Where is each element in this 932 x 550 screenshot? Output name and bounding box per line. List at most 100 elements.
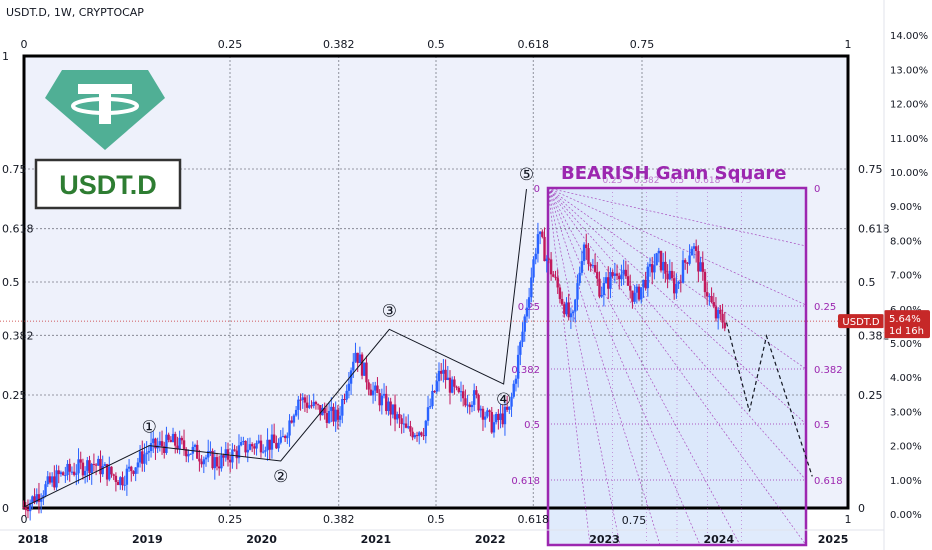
candle-body [68, 463, 71, 472]
candle-body [57, 470, 60, 475]
candle-body [503, 406, 507, 425]
outer-right-level-label: 0 [858, 502, 865, 515]
price-axis-tick: 8.00% [890, 236, 922, 247]
candle-body [147, 451, 151, 453]
candle-body [345, 390, 348, 400]
candle-body [163, 446, 166, 453]
elliott-wave-label: ④ [496, 390, 511, 410]
bearish-top-level-label: 0.618 [695, 176, 721, 186]
candle-body [703, 271, 707, 293]
candle-body [393, 404, 397, 420]
outer-right-level-label: 0.75 [858, 163, 883, 176]
candle-body [604, 277, 608, 283]
candle-body [26, 510, 30, 512]
candle-body [600, 295, 603, 297]
candle-body [341, 399, 344, 416]
candle-body [633, 292, 636, 302]
price-axis-tick: 10.00% [890, 168, 928, 179]
candle-body [121, 477, 124, 486]
price-tag-countdown: 1d 16h [889, 326, 924, 337]
outer-left-level-label: 0.382 [2, 329, 34, 342]
candle-body [611, 272, 614, 276]
candle-body [714, 306, 718, 319]
candle-body [365, 362, 368, 383]
candle-body [233, 449, 236, 451]
candle-body [327, 410, 331, 423]
candle-body [125, 468, 129, 485]
candle-body [64, 475, 67, 477]
outer-bottom-level-label: 0.5 [427, 513, 445, 526]
candle-body [574, 299, 577, 312]
candle-body [666, 273, 669, 280]
candle-body [607, 277, 610, 289]
candle-body [692, 246, 696, 249]
outer-left-level-label: 0 [2, 502, 9, 515]
candle-body [308, 405, 311, 408]
candle-body [108, 466, 111, 480]
elliott-wave-label: ③ [382, 301, 397, 321]
candle-body [514, 378, 518, 384]
price-axis-tick: 7.00% [890, 271, 922, 282]
candle-body [505, 406, 509, 410]
candle-body [622, 269, 625, 275]
candle-body [224, 449, 227, 458]
candle-body [472, 390, 476, 405]
candle-body [53, 476, 56, 488]
candle-body [532, 259, 535, 278]
bearish-gann-title: BEARISH Gann Square [561, 163, 787, 184]
candle-body [42, 495, 45, 499]
candle-body [292, 415, 296, 423]
candle-body [554, 276, 557, 278]
candle-body [270, 434, 274, 450]
candle-body [152, 438, 155, 444]
candle-body [99, 458, 102, 475]
candle-body [303, 397, 307, 403]
price-tag-name-bg [838, 314, 884, 329]
candle-body [112, 474, 115, 476]
candle-body [470, 404, 474, 408]
candle-body [455, 386, 458, 388]
outer-bottom-level-label: 0.382 [323, 513, 355, 526]
candle-body [31, 496, 34, 503]
candle-body [433, 390, 436, 392]
candle-body [286, 435, 289, 439]
candle-body [215, 457, 219, 467]
candle-body [499, 413, 502, 420]
candle-body [198, 458, 201, 462]
candle-body [134, 467, 137, 474]
candle-body [213, 457, 217, 469]
price-axis-tick: 4.00% [890, 373, 922, 384]
time-axis-tick: 2020 [246, 533, 277, 546]
bearish-top-level-label: 0.382 [634, 176, 660, 186]
outer-left-level-label: 0.5 [2, 276, 20, 289]
time-axis-tick: 2023 [589, 533, 620, 546]
outer-top-level-label: 1 [845, 38, 852, 51]
candle-body [338, 415, 342, 420]
candle-body [567, 302, 570, 318]
candle-body [723, 322, 726, 329]
candle-body [580, 261, 584, 273]
candle-body [314, 401, 318, 405]
candle-body [92, 463, 96, 465]
outer-bottom-level-label: 0.25 [218, 513, 243, 526]
candle-body [391, 404, 395, 415]
candle-body [363, 362, 366, 376]
bearish-left-level-label: 0.382 [511, 365, 540, 376]
candle-body [202, 459, 206, 465]
candle-body [679, 281, 682, 283]
bearish-top-level-label: 0.75 [731, 176, 751, 186]
bearish-right-level-label: 0.382 [814, 365, 843, 376]
time-axis-tick: 2025 [818, 533, 849, 546]
outer-top-level-label: 0.382 [323, 38, 355, 51]
price-axis-tick: 9.00% [890, 202, 922, 213]
outer-left-level-label: 1 [2, 50, 9, 63]
candle-body [497, 414, 500, 420]
outer-right-level-label: 0.382 [858, 329, 890, 342]
time-axis-tick: 2019 [132, 533, 163, 546]
candle-body [101, 465, 104, 475]
candle-body [624, 269, 628, 277]
candle-body [330, 406, 333, 411]
outer-top-level-label: 0.75 [630, 38, 655, 51]
elliott-wave-line [23, 189, 527, 508]
